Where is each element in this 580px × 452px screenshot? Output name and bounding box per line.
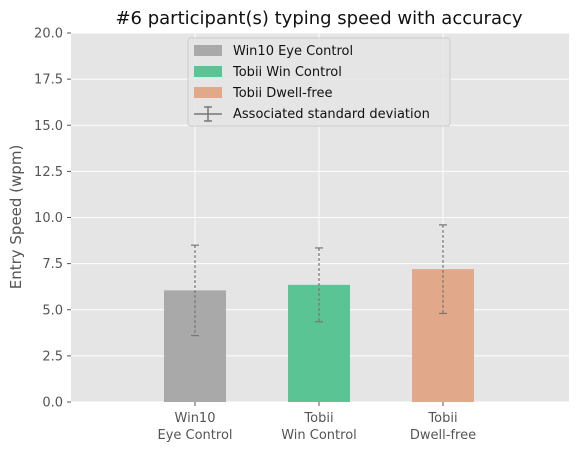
legend: Win10 Eye Control Tobii Win Control Tobi… — [187, 37, 451, 127]
y-tick-label: 7.5 — [42, 257, 63, 272]
x-tick-label-line2: Dwell-free — [410, 428, 476, 443]
y-tick-label: 12.5 — [34, 165, 63, 180]
y-tick-label: 2.5 — [42, 349, 63, 364]
legend-box — [187, 37, 451, 127]
x-tick-label-line2: Eye Control — [157, 428, 232, 443]
legend-swatch-tobii-dwell — [194, 87, 222, 98]
bar — [412, 269, 474, 402]
error-bars — [191, 224, 447, 337]
y-tick-label: 15.0 — [34, 119, 63, 134]
x-tick-label-line2: Win Control — [281, 428, 357, 443]
y-axis-ticks: 0.0 2.5 5.0 7.5 10.0 12.5 15.0 17.5 20.0 — [34, 27, 71, 411]
x-tick-label-line1: Tobii — [427, 411, 457, 426]
x-axis-ticks: Win10 Eye Control Tobii Win Control Tobii Dwe… — [157, 402, 476, 443]
legend-swatch-win10 — [194, 45, 222, 56]
y-tick-label: 0.0 — [42, 396, 63, 411]
legend-label-tobii-win: Tobii Win Control — [232, 65, 342, 80]
y-axis-label: Entry Speed (wpm) — [7, 145, 25, 290]
bars — [164, 269, 474, 402]
bar — [288, 284, 350, 402]
legend-label-std: Associated standard deviation — [233, 107, 430, 122]
y-tick-label: 20.0 — [34, 27, 63, 42]
y-tick-label: 5.0 — [42, 303, 63, 318]
legend-swatch-tobii-win — [194, 66, 222, 77]
chart-title: #6 participant(s) typing speed with accu… — [115, 8, 522, 29]
bar — [164, 290, 226, 402]
legend-label-win10: Win10 Eye Control — [233, 44, 353, 59]
legend-errorbar-icon — [194, 106, 222, 122]
legend-label-tobii-dwell: Tobii Dwell-free — [232, 86, 332, 101]
y-tick-label: 17.5 — [34, 73, 63, 88]
y-tick-label: 10.0 — [34, 211, 63, 226]
x-tick-label-line1: Tobii — [303, 411, 333, 426]
x-tick-label-line1: Win10 — [175, 411, 216, 426]
